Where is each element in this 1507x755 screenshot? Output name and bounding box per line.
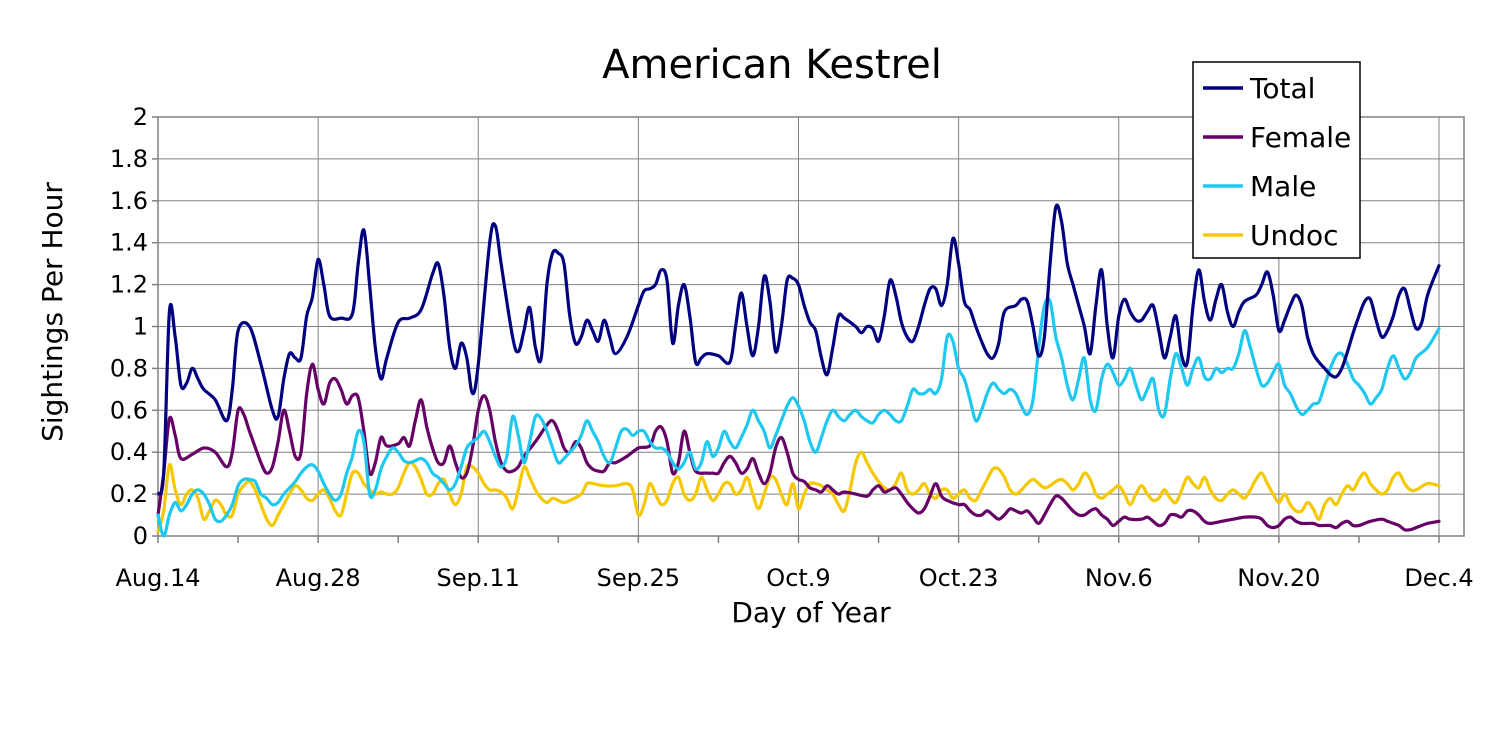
- y-tick-label: 2: [133, 103, 148, 131]
- y-axis-title: Sightings Per Hour: [36, 182, 69, 442]
- series-lines: [156, 203, 1441, 538]
- x-tick-label: Aug.14: [115, 564, 200, 592]
- series-line-male: [156, 296, 1441, 538]
- legend-label-female: Female: [1250, 121, 1351, 154]
- x-axis-title: Day of Year: [731, 596, 891, 629]
- y-tick-label: 0.8: [110, 354, 148, 382]
- series-line-undoc: [156, 450, 1441, 534]
- legend: Total Female Male Undoc: [1192, 61, 1361, 259]
- x-tick-label: Oct.23: [919, 564, 999, 592]
- y-tick-label: 0.4: [110, 438, 148, 466]
- x-tick-label: Oct.9: [766, 564, 830, 592]
- legend-box: [1192, 61, 1361, 259]
- y-tick-label: 1.6: [110, 187, 148, 215]
- y-tick-label: 1.2: [110, 271, 148, 299]
- x-tick-label: Dec.4: [1404, 564, 1473, 592]
- y-axis-ticks: 0 0.2 0.4 0.6 0.8 1 1.2 1.4 1.6 1.8 2: [110, 103, 158, 550]
- y-tick-label: 0.6: [110, 396, 148, 424]
- legend-label-male: Male: [1250, 170, 1316, 203]
- y-tick-label: 1.8: [110, 145, 148, 173]
- series-line-female: [156, 362, 1441, 532]
- x-tick-label: Aug.28: [276, 564, 361, 592]
- y-tick-label: 1: [133, 313, 148, 341]
- x-tick-label: Sep.25: [597, 564, 680, 592]
- y-tick-label: 0.2: [110, 480, 148, 508]
- legend-label-total: Total: [1249, 72, 1315, 105]
- series-line-total: [156, 203, 1441, 496]
- x-tick-label: Sep.11: [437, 564, 520, 592]
- x-axis-ticks: Aug.14 Aug.28 Sep.11 Sep.25 Oct.9 Oct.23 Nov.6…: [115, 536, 1474, 592]
- legend-label-undoc: Undoc: [1250, 219, 1339, 252]
- x-tick-label: Nov.20: [1237, 564, 1320, 592]
- chart-title: American Kestrel: [602, 42, 942, 88]
- y-tick-label: 0: [133, 522, 148, 550]
- y-tick-label: 1.4: [110, 229, 148, 257]
- x-tick-label: Nov.6: [1085, 564, 1153, 592]
